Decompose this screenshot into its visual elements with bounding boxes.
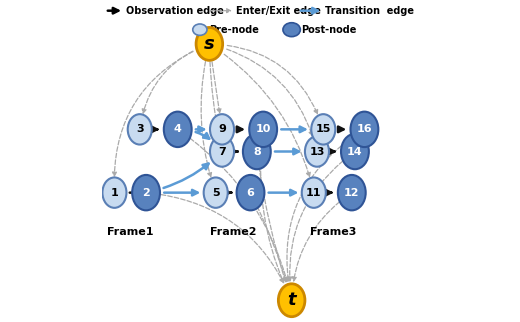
Ellipse shape bbox=[243, 134, 271, 169]
Text: 13: 13 bbox=[309, 147, 324, 156]
Ellipse shape bbox=[350, 112, 379, 147]
Text: 5: 5 bbox=[212, 188, 219, 198]
Text: Post-node: Post-node bbox=[301, 25, 357, 35]
Text: 14: 14 bbox=[347, 147, 363, 156]
Ellipse shape bbox=[128, 114, 152, 145]
Text: 7: 7 bbox=[218, 147, 226, 156]
Text: 4: 4 bbox=[174, 124, 181, 134]
Text: Frame3: Frame3 bbox=[309, 227, 356, 237]
Text: Observation edge: Observation edge bbox=[125, 6, 224, 16]
Text: 12: 12 bbox=[344, 188, 359, 198]
Ellipse shape bbox=[210, 136, 234, 167]
Text: 1: 1 bbox=[111, 188, 119, 198]
Text: Pre-node: Pre-node bbox=[210, 25, 259, 35]
Text: Transition  edge: Transition edge bbox=[325, 6, 414, 16]
Text: 15: 15 bbox=[316, 124, 331, 134]
Text: Frame2: Frame2 bbox=[210, 227, 256, 237]
Text: t: t bbox=[288, 291, 296, 309]
Text: 3: 3 bbox=[136, 124, 144, 134]
Text: Enter/Exit edge: Enter/Exit edge bbox=[236, 6, 321, 16]
Text: Frame1: Frame1 bbox=[107, 227, 153, 237]
Ellipse shape bbox=[132, 175, 160, 210]
Ellipse shape bbox=[305, 136, 329, 167]
Text: 8: 8 bbox=[253, 147, 261, 156]
Ellipse shape bbox=[193, 24, 207, 35]
Ellipse shape bbox=[210, 114, 234, 145]
Ellipse shape bbox=[283, 23, 301, 37]
Ellipse shape bbox=[302, 177, 326, 208]
Text: s: s bbox=[204, 35, 215, 53]
Ellipse shape bbox=[311, 114, 335, 145]
Text: 9: 9 bbox=[218, 124, 226, 134]
Ellipse shape bbox=[102, 177, 126, 208]
Text: 6: 6 bbox=[246, 188, 254, 198]
Ellipse shape bbox=[204, 177, 228, 208]
Ellipse shape bbox=[338, 175, 366, 210]
Ellipse shape bbox=[249, 112, 277, 147]
Ellipse shape bbox=[196, 27, 223, 60]
Text: 16: 16 bbox=[357, 124, 372, 134]
Ellipse shape bbox=[341, 134, 369, 169]
Text: 10: 10 bbox=[255, 124, 271, 134]
Ellipse shape bbox=[237, 175, 265, 210]
Ellipse shape bbox=[278, 284, 305, 317]
Text: 11: 11 bbox=[306, 188, 321, 198]
Text: 2: 2 bbox=[142, 188, 150, 198]
Ellipse shape bbox=[164, 112, 192, 147]
